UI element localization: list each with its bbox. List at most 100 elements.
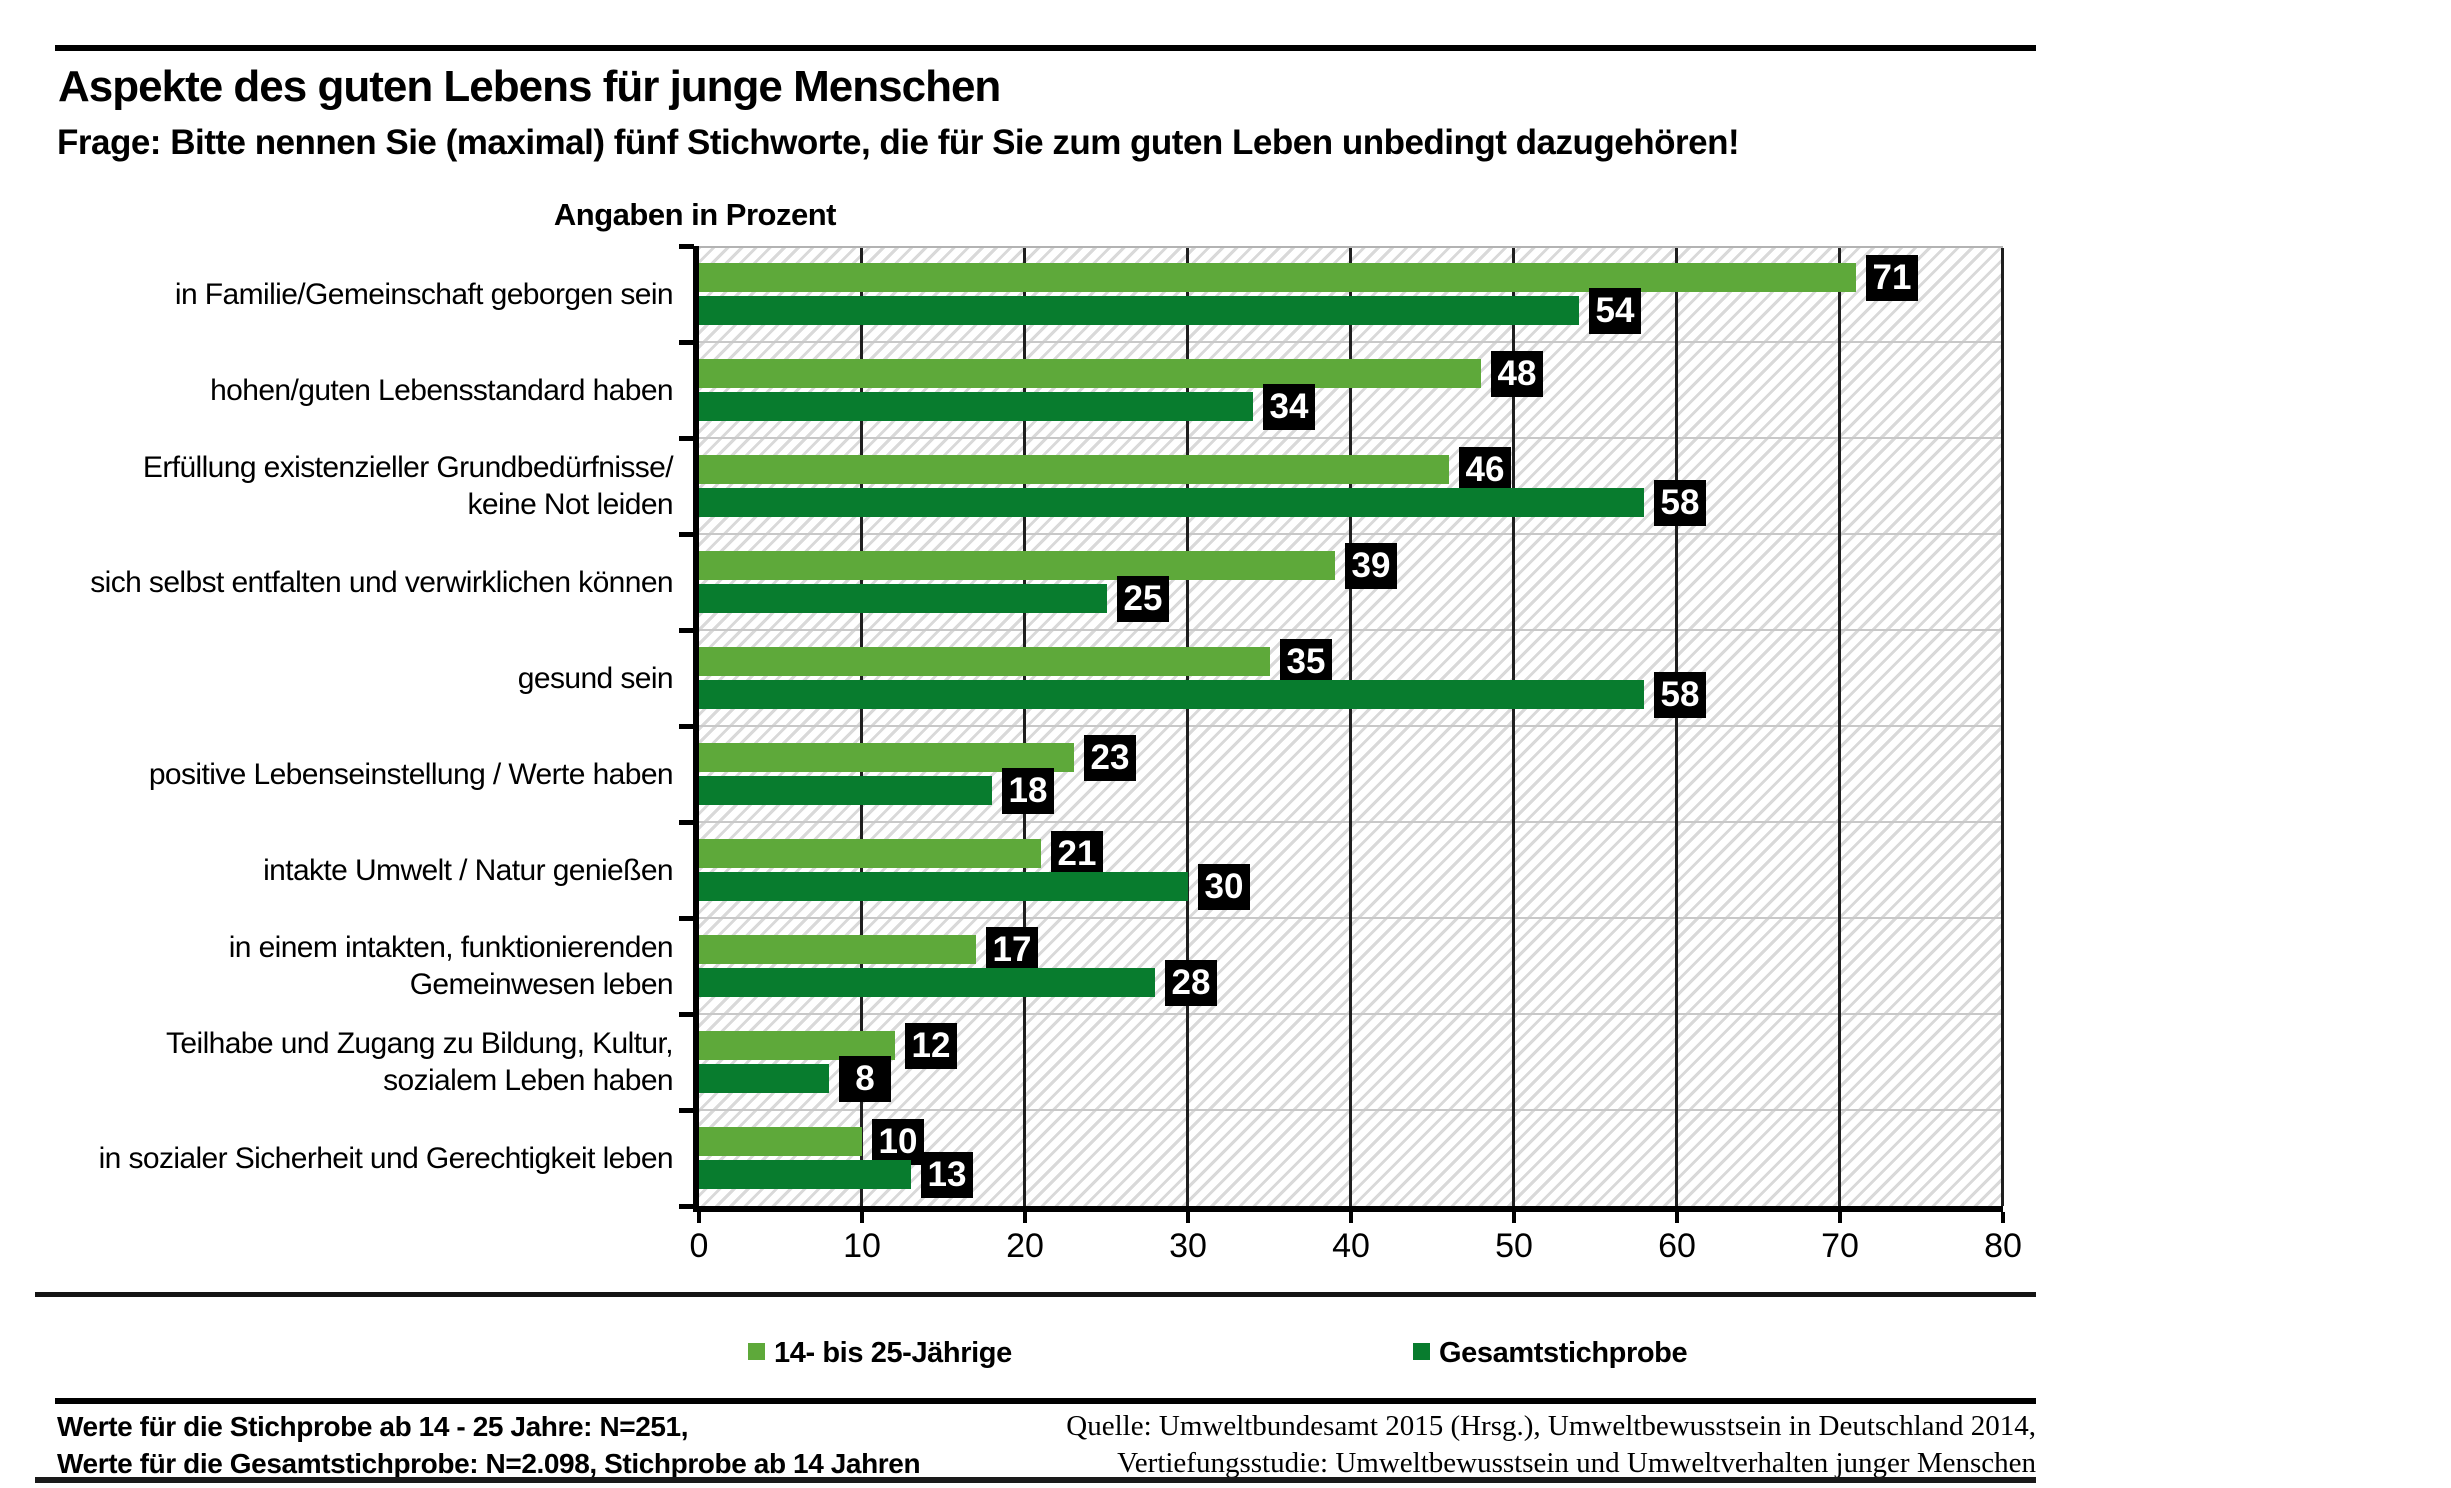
plot-area: 71 48 46 39 35 23 21 17 12 10 54 34 58 25 58 18 30 28 8 13 [679, 244, 2005, 1223]
category-label: positive Lebenseinstellung / Werte haben [148, 757, 674, 791]
legend-label-total: Gesamtstichprobe [1439, 1337, 1688, 1369]
y-axis-tick [679, 1108, 694, 1113]
footer-sample-line-1: Werte für die Stichprobe ab 14 - 25 Jahr… [57, 1411, 689, 1442]
category-labels-column: in Familie/Gemeinschaft geborgen sein hoh… [0, 246, 681, 1206]
footer-source: Quelle: Umweltbundesamt 2015 (Hrsg.), Um… [1036, 1408, 2036, 1482]
value-label-total: 13 [921, 1152, 973, 1198]
bar-young [699, 743, 1074, 772]
category-label: hohen/guten Lebensstandard haben [210, 373, 674, 407]
bottom-rule [35, 1477, 2036, 1483]
bar-young [699, 1127, 862, 1156]
units-label: Angaben in Prozent [553, 197, 837, 232]
value-label-young: 12 [905, 1023, 957, 1069]
category-label: Teilhabe und Zugang zu Bildung, Kultur, … [166, 1027, 674, 1097]
x-axis-tick [2001, 1212, 2005, 1223]
value-label-total: 25 [1117, 576, 1169, 622]
category-label: Erfüllung existenzieller Grundbedürfniss… [142, 451, 674, 521]
footer-rule [55, 1398, 2036, 1404]
y-axis-tick [679, 244, 694, 249]
bar-young [699, 839, 1041, 868]
value-label-total: 54 [1589, 288, 1641, 334]
y-axis-line [693, 246, 699, 1208]
value-label-young: 23 [1084, 735, 1136, 781]
y-axis-tick [679, 436, 694, 441]
bar-young [699, 935, 976, 964]
vertical-gridline [1675, 248, 1678, 1206]
bar-young [699, 647, 1270, 676]
x-axis-tick-label: 20 [1006, 1227, 1044, 1265]
x-axis-tick-label: 10 [843, 1227, 881, 1265]
bar-total [699, 392, 1253, 421]
legend-swatch-young-icon [748, 1343, 765, 1360]
y-axis-tick [679, 628, 694, 633]
x-axis-tick-label: 50 [1495, 1227, 1533, 1265]
x-axis-line [693, 1206, 2003, 1212]
bar-young [699, 551, 1335, 580]
bar-total [699, 776, 992, 805]
bar-total [699, 488, 1644, 517]
vertical-gridline [1512, 248, 1515, 1206]
bar-young [699, 263, 1856, 292]
x-axis-tick [1349, 1212, 1353, 1223]
y-axis-tick [679, 340, 694, 345]
legend-item-young: 14- bis 25-Jährige [748, 1337, 1012, 1370]
legend-label-young: 14- bis 25-Jährige [774, 1337, 1012, 1369]
value-label-young: 21 [1051, 831, 1103, 877]
vertical-gridline [2001, 248, 2004, 1206]
footer-source-line-2: Vertiefungsstudie: Umweltbewusstsein und… [1117, 1447, 2036, 1479]
legend-separator-rule [35, 1292, 2036, 1297]
plot-top-border [699, 246, 2003, 248]
x-axis-tick-label: 70 [1821, 1227, 1859, 1265]
footer-source-line-1: Quelle: Umweltbundesamt 2015 (Hrsg.), Um… [1066, 1410, 2036, 1442]
bar-total [699, 296, 1579, 325]
category-label: in Familie/Gemeinschaft geborgen sein [174, 277, 674, 311]
value-label-young: 10 [872, 1119, 924, 1165]
x-axis-tick [1023, 1212, 1027, 1223]
value-label-total: 8 [839, 1056, 891, 1102]
category-label: intakte Umwelt / Natur genießen [263, 853, 674, 887]
value-label-young: 39 [1345, 543, 1397, 589]
x-axis-tick [697, 1212, 701, 1223]
y-axis-tick [679, 1012, 694, 1017]
vertical-gridline [1023, 248, 1026, 1206]
value-label-total: 30 [1198, 864, 1250, 910]
category-label: in einem intakten, funktionierenden Geme… [228, 931, 674, 1001]
x-axis-tick-label: 40 [1332, 1227, 1370, 1265]
value-label-young: 35 [1280, 639, 1332, 685]
category-label: gesund sein [517, 661, 674, 695]
value-label-total: 18 [1002, 768, 1054, 814]
value-label-young: 71 [1866, 255, 1918, 301]
value-label-young: 46 [1459, 447, 1511, 493]
bar-total [699, 584, 1107, 613]
value-label-young: 17 [986, 927, 1038, 973]
x-axis-tick [1675, 1212, 1679, 1223]
value-label-total: 58 [1654, 672, 1706, 718]
legend-item-total: Gesamtstichprobe [1413, 1337, 1688, 1370]
y-axis-tick [679, 820, 694, 825]
legend-swatch-total-icon [1413, 1343, 1430, 1360]
y-axis-tick [679, 532, 694, 537]
x-axis-tick [1512, 1212, 1516, 1223]
x-axis-tick [1838, 1212, 1842, 1223]
x-axis-tick-label: 0 [689, 1227, 709, 1265]
bar-young [699, 1031, 895, 1060]
category-label: sich selbst entfalten und verwirklichen … [90, 565, 673, 599]
x-axis-tick [1186, 1212, 1190, 1223]
footer-sample-notes: Werte für die Stichprobe ab 14 - 25 Jahr… [57, 1408, 921, 1482]
x-axis-tick-label: 30 [1169, 1227, 1207, 1265]
vertical-gridline [1186, 248, 1189, 1206]
value-label-total: 58 [1654, 480, 1706, 526]
chart-question: Frage: Bitte nennen Sie (maximal) fünf S… [57, 123, 1740, 162]
x-axis-tick [860, 1212, 864, 1223]
x-axis-tick-label: 60 [1658, 1227, 1696, 1265]
value-label-young: 48 [1491, 351, 1543, 397]
value-label-total: 34 [1263, 384, 1315, 430]
bar-young [699, 455, 1449, 484]
x-axis-tick-label: 80 [1984, 1227, 2022, 1265]
bar-total [699, 1064, 829, 1093]
y-axis-tick [679, 724, 694, 729]
y-axis-tick [679, 916, 694, 921]
value-label-total: 28 [1165, 960, 1217, 1006]
chart-title: Aspekte des guten Lebens für junge Mensc… [58, 62, 1001, 111]
